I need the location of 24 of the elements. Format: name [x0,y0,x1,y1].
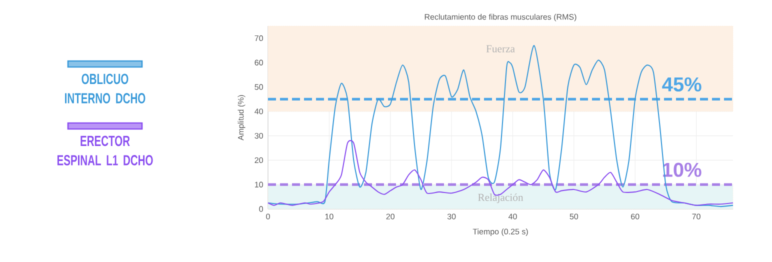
y-axis-title: Amplitud (%) [238,95,246,140]
y-tick-label: 50 [254,84,263,90]
band-label: Relajación [478,193,524,204]
y-tick-label: 10 [255,182,263,188]
y-tick-label: 0 [259,206,263,212]
x-tick-label: 0 [266,214,270,220]
y-tick-label: 60 [254,60,263,66]
text: OBLICUO INTERNO DCHO [65,74,146,104]
ref-line-label: 45% [662,77,702,92]
x-tick-label: 10 [325,214,334,220]
y-tick-label: 40 [254,108,263,114]
x-axis-title: Tiempo (0.25 s) [472,228,528,236]
x-tick-label: 30 [447,214,456,220]
y-tick-label: 30 [254,132,263,139]
chart-title: Reclutamiento de fibras musculares (RMS) [424,14,576,22]
band-label: Fuerza [486,45,515,52]
y-tick-label: 20 [254,157,263,164]
x-tick-label: 50 [570,214,578,220]
x-tick-label: 70 [692,214,700,220]
x-tick-label: 20 [386,214,395,220]
y-tick-label: 70 [254,35,263,42]
x-tick-label: 40 [508,214,517,220]
x-tick-label: 60 [631,214,640,220]
text: ERECTOR ESPINAL L1 DCHO [57,136,153,166]
